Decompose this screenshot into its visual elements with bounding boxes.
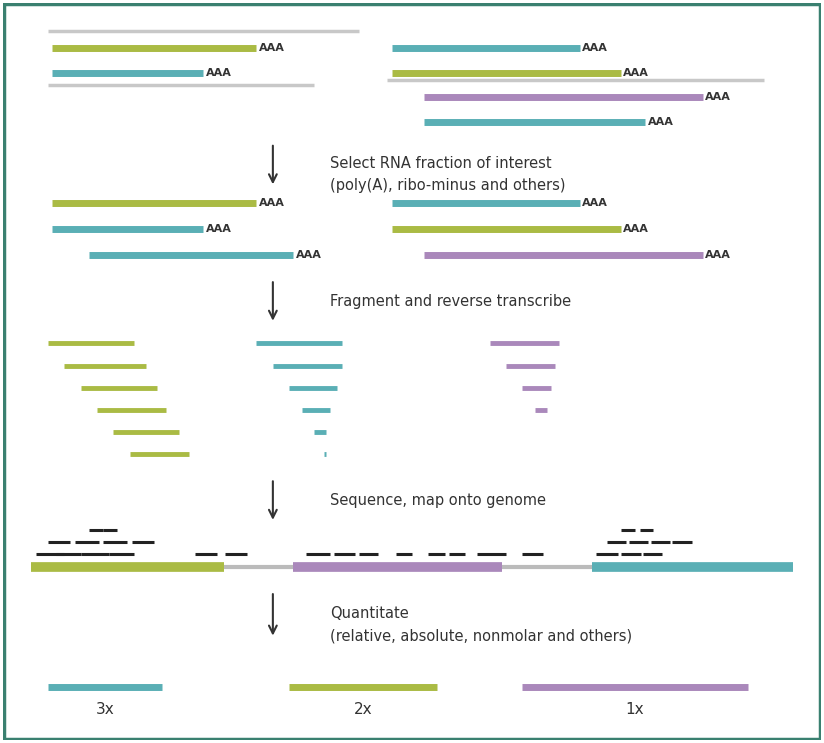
Text: AAA: AAA [705,250,731,260]
Text: AAA: AAA [583,44,608,53]
Text: 3x: 3x [96,701,115,717]
Text: AAA: AAA [623,68,649,78]
Text: (poly(A), ribo-minus and others): (poly(A), ribo-minus and others) [330,178,565,193]
Text: AAA: AAA [583,198,608,208]
Text: (relative, absolute, nonmolar and others): (relative, absolute, nonmolar and others… [330,628,632,643]
Text: Select RNA fraction of interest: Select RNA fraction of interest [330,156,552,171]
Text: Fragment and reverse transcribe: Fragment and reverse transcribe [330,294,571,309]
Text: AAA: AAA [259,198,285,208]
Text: AAA: AAA [648,117,673,127]
Text: AAA: AAA [705,92,731,103]
Text: 2x: 2x [353,701,372,717]
Text: 1x: 1x [625,701,644,717]
FancyBboxPatch shape [3,4,821,739]
Text: AAA: AAA [623,224,649,234]
Text: Quantitate: Quantitate [330,606,409,621]
Text: Sequence, map onto genome: Sequence, map onto genome [330,493,546,508]
Text: AAA: AAA [206,224,232,234]
Text: AAA: AAA [206,68,232,78]
Text: AAA: AAA [259,44,285,53]
Text: AAA: AAA [296,250,321,260]
